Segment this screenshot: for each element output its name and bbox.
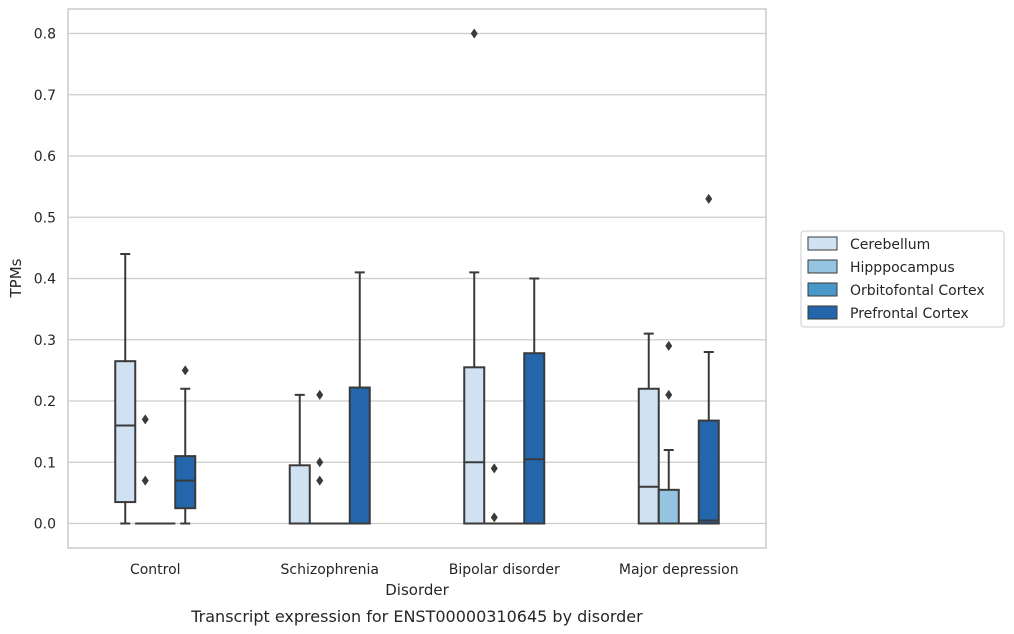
- y-tick-label: 0.0: [34, 517, 56, 533]
- box-prefrontal-cortex-0: [174, 365, 197, 525]
- chart-caption: Transcript expression for ENST0000031064…: [190, 607, 643, 626]
- y-tick-label: 0.7: [34, 88, 56, 104]
- box-iqr: [657, 488, 680, 525]
- box-prefrontal-cortex-1: [348, 271, 371, 525]
- legend-swatch: [807, 282, 838, 297]
- legend-label: Orbitofontal Cortex: [850, 283, 985, 299]
- outlier-point: [705, 193, 713, 204]
- box-cerebellum-1: [288, 393, 311, 525]
- plot-frame: [67, 8, 767, 549]
- box-prefrontal-cortex-3: [697, 193, 720, 525]
- box-iqr: [637, 387, 660, 525]
- outlier-point: [316, 389, 324, 400]
- outlier-point: [490, 512, 498, 523]
- box-cerebellum-0: [114, 253, 137, 525]
- outlier-point: [470, 28, 478, 39]
- box-iqr: [523, 352, 546, 525]
- box-cerebellum-2: [463, 28, 486, 525]
- box-hipppocampus-3: [657, 340, 680, 525]
- x-tick-label: Schizophrenia: [281, 562, 379, 578]
- box-plots: [114, 28, 720, 525]
- legend-swatch: [807, 259, 838, 274]
- box-hipppocampus-0: [135, 414, 156, 525]
- y-tick-label: 0.6: [34, 149, 56, 165]
- y-tick-label: 0.5: [34, 210, 56, 226]
- x-tick-label: Major depression: [619, 562, 739, 578]
- y-tick-label: 0.3: [34, 333, 56, 349]
- outlier-point: [490, 463, 498, 474]
- outlier-point: [181, 365, 189, 376]
- legend-label: Prefrontal Cortex: [850, 306, 969, 322]
- box-iqr: [114, 360, 137, 504]
- box-iqr: [697, 419, 720, 525]
- box-iqr: [174, 455, 197, 510]
- box-iqr: [288, 464, 311, 525]
- legend: Cerebellum Hipppocampus Orbitofontal Corte…: [800, 230, 1005, 328]
- outlier-point: [316, 457, 324, 468]
- y-axis-title: TPMs: [7, 258, 25, 298]
- y-tick-labels: 0.0 0.1 0.2 0.3 0.4 0.5 0.6 0.7 0.8: [34, 27, 56, 533]
- outlier-point: [665, 340, 673, 351]
- box-cerebellum-3: [637, 332, 660, 525]
- x-axis-title: Disorder: [385, 581, 449, 599]
- y-tick-label: 0.2: [34, 394, 56, 410]
- box-iqr: [348, 386, 371, 525]
- x-tick-labels: Control Schizophrenia Bipolar disorder Majo…: [130, 562, 739, 578]
- legend-swatch: [807, 305, 838, 320]
- box-hipppocampus-1: [309, 389, 330, 525]
- outlier-point: [141, 475, 149, 486]
- outlier-point: [141, 414, 149, 425]
- y-tick-label: 0.1: [34, 455, 56, 471]
- box-iqr: [463, 366, 486, 525]
- legend-swatch: [807, 236, 838, 251]
- outlier-point: [665, 389, 673, 400]
- legend-label: Cerebellum: [850, 237, 930, 253]
- outlier-point: [316, 475, 324, 486]
- box-prefrontal-cortex-2: [523, 277, 546, 525]
- y-tick-label: 0.8: [34, 27, 56, 43]
- y-tick-label: 0.4: [34, 272, 56, 288]
- box-hipppocampus-2: [484, 463, 505, 525]
- legend-frame: [800, 230, 1005, 328]
- x-tick-label: Bipolar disorder: [449, 562, 560, 578]
- x-tick-label: Control: [130, 562, 181, 578]
- legend-label: Hipppocampus: [850, 260, 955, 276]
